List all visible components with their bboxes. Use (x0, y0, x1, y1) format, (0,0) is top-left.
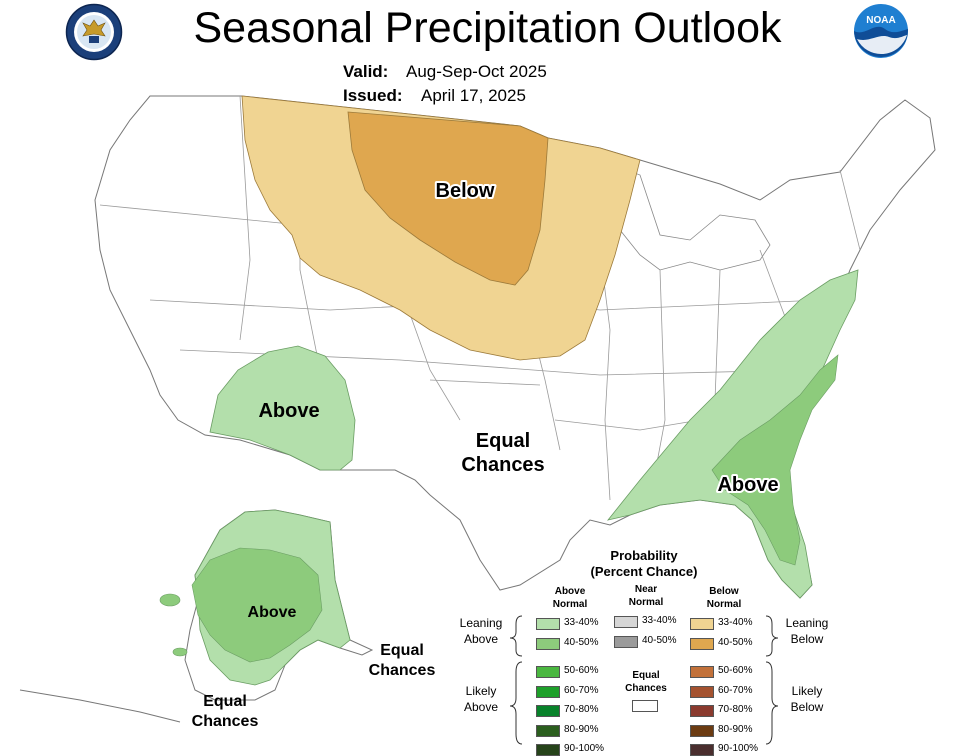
below-region-label: Below (436, 180, 495, 202)
legend-range-above: 80-90% (564, 723, 599, 735)
legend-equal-swatch (632, 700, 658, 712)
below-region-dark (347, 111, 549, 286)
noaa-logo: NOAA (854, 4, 909, 58)
legend-leaning-above-2: Above (463, 632, 499, 646)
equal-chances-ak-sw-label-2: Chances (192, 713, 259, 730)
legend-swatch-above (536, 724, 560, 737)
legend-range-below: 50-60% (718, 665, 753, 676)
issued-label: Issued: (343, 86, 403, 105)
equal-chances-ak-sw-label-1: Equal (203, 693, 247, 710)
legend-equal-1: Equal (632, 670, 660, 681)
legend-range-above: 50-60% (564, 665, 599, 676)
legend-range-below: 90-100% (718, 743, 759, 754)
legend-brace-right (765, 615, 779, 745)
legend-likely-below-2: Below (790, 700, 824, 714)
valid-label: Valid: (343, 62, 389, 81)
legend-swatch-near (614, 616, 638, 628)
legend-range-below: 70-80% (718, 704, 753, 715)
legend-range-below: 80-90% (718, 723, 753, 735)
legend-leaning-below-1: Leaning (785, 616, 829, 630)
legend-col-near-2: Normal (628, 597, 664, 608)
legend-swatch-below (690, 618, 714, 630)
issued-value: April 17, 2025 (421, 86, 526, 105)
legend-range-below: 33-40% (718, 617, 753, 628)
legend-swatch-above (536, 685, 560, 698)
legend-swatch-above (536, 666, 560, 678)
legend-swatch-below (690, 744, 714, 756)
legend-swatch-above (536, 637, 560, 650)
legend-brace-left (509, 615, 523, 745)
legend-leaning-below-2: Below (790, 632, 824, 646)
equal-chances-ak-east-label-2: Chances (369, 662, 436, 679)
legend-swatch-below (690, 685, 714, 698)
legend-col-below-2: Normal (706, 599, 742, 610)
alaska-island (159, 593, 181, 607)
legend-swatch-above (536, 744, 560, 756)
equal-chances-ak-east-label-1: Equal (380, 642, 424, 659)
legend-col-above-1: Above (554, 586, 586, 597)
doc-seal-logo (65, 3, 123, 61)
above-southeast-label: Above (717, 474, 778, 496)
alaska-island (172, 647, 188, 657)
legend-range-near: 33-40% (642, 615, 677, 626)
legend-swatch-below (690, 705, 714, 717)
aleutian-islands (19, 689, 181, 723)
legend-range-above: 70-80% (564, 704, 599, 715)
legend-swatch-near (614, 635, 638, 648)
svg-text:Above: Above (717, 474, 778, 496)
legend: Probability (Percent Chance) Above Norma… (448, 544, 840, 756)
legend-range-below: 40-50% (718, 636, 753, 648)
legend-range-above: 60-70% (564, 684, 599, 696)
legend-col-above-2: Normal (552, 599, 588, 610)
page-title: Seasonal Precipitation Outlook (193, 4, 782, 52)
legend-likely-above-1: Likely (465, 684, 497, 698)
legend-likely-below-1: Likely (791, 684, 823, 698)
legend-range-near: 40-50% (642, 634, 677, 646)
legend-leaning-above-1: Leaning (459, 616, 503, 630)
legend-likely-above-2: Above (463, 700, 499, 714)
legend-col-near-1: Near (634, 584, 658, 595)
valid-value: Aug-Sep-Oct 2025 (406, 62, 547, 81)
legend-swatch-above (536, 618, 560, 630)
legend-swatch-below (690, 724, 714, 737)
legend-swatch-above (536, 705, 560, 717)
legend-swatch-below (690, 666, 714, 678)
legend-equal-2: Chances (625, 683, 667, 694)
legend-range-above: 33-40% (564, 617, 599, 628)
noaa-logo-text: NOAA (866, 15, 895, 26)
above-southeast-region-dark (711, 354, 839, 566)
above-southwest-region (209, 345, 356, 471)
legend-col-below-1: Below (709, 586, 739, 597)
legend-title-2: (Percent Chance) (590, 564, 698, 579)
svg-text:Below: Below (436, 180, 495, 202)
equal-chances-conus-label-1: Equal (476, 430, 530, 452)
above-alaska-label: Above (248, 604, 297, 621)
above-southwest-label: Above (258, 400, 319, 422)
legend-range-below: 60-70% (718, 684, 753, 696)
legend-range-above: 90-100% (564, 743, 605, 754)
above-alaska-region-dark (191, 547, 323, 663)
legend-title-1: Probability (610, 548, 678, 563)
legend-swatch-below (690, 637, 714, 650)
legend-range-above: 40-50% (564, 636, 599, 648)
equal-chances-conus-label-2: Chances (461, 454, 544, 476)
